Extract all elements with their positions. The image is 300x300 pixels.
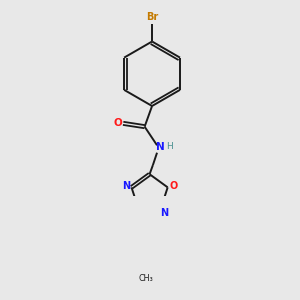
Text: N: N — [122, 181, 130, 191]
Text: N: N — [160, 208, 168, 218]
Text: O: O — [169, 181, 178, 191]
Text: CH₃: CH₃ — [139, 274, 154, 283]
Text: N: N — [156, 142, 165, 152]
Text: Br: Br — [146, 12, 158, 22]
Text: O: O — [113, 118, 122, 128]
Text: H: H — [166, 142, 173, 152]
